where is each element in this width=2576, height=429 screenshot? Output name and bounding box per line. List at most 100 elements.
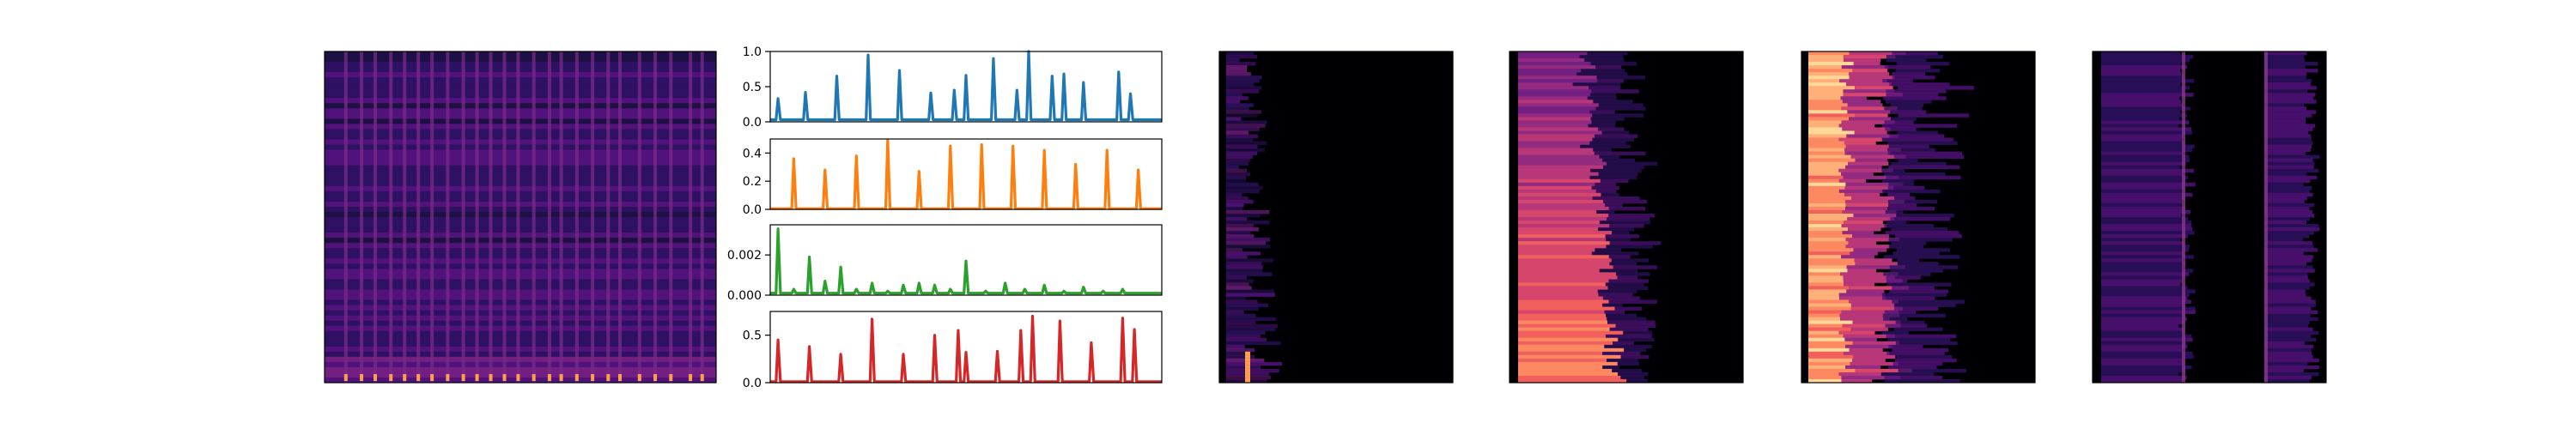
heatmap-cell xyxy=(1589,141,1626,145)
heatmap-cell xyxy=(1887,141,1958,145)
onset-stripe xyxy=(430,51,434,383)
heatmap-cell xyxy=(1896,354,1953,360)
spectrogram-row xyxy=(325,227,716,233)
onset-highlight xyxy=(653,374,658,381)
heatmap-cell xyxy=(1845,206,1888,211)
heatmap-cell xyxy=(1897,258,1920,263)
spectrogram-row xyxy=(325,98,716,104)
heatmap-cell xyxy=(1226,351,1245,356)
heatmap-cell xyxy=(1840,96,1867,100)
heatmap-cell xyxy=(1892,76,1935,80)
heatmap-cell xyxy=(2101,79,2195,83)
heatmap-cell xyxy=(2101,202,2182,208)
heatmap-cell xyxy=(1518,192,1601,197)
heatmap-cell xyxy=(2264,165,2314,170)
heatmap-cell xyxy=(1808,299,1850,304)
heatmap-cell xyxy=(1593,100,1633,104)
heatmap-cell xyxy=(1518,341,1613,346)
heatmap-cell xyxy=(1844,337,1877,342)
heatmap-cell xyxy=(1888,344,1923,349)
onset-stripe xyxy=(360,51,364,383)
heatmap-cell xyxy=(2101,110,2181,114)
heatmap-cell xyxy=(1841,224,1887,228)
heatmap-cell xyxy=(1591,120,1616,124)
heatmap-cell xyxy=(1881,168,1905,173)
heatmap-cell xyxy=(1599,269,1638,273)
heatmap-cell xyxy=(1849,72,1890,76)
heatmap-cell xyxy=(1518,206,1609,211)
heatmap-cell xyxy=(1226,368,1279,373)
heatmap-cell xyxy=(2264,344,2314,349)
heatmap-cell xyxy=(1808,76,1850,80)
heatmap-cell xyxy=(1226,96,1249,100)
heatmap-cell xyxy=(2101,172,2183,177)
onset-highlight xyxy=(669,374,673,381)
heatmap-cell xyxy=(1226,55,1258,59)
heatmap-cell xyxy=(2101,82,2181,87)
heatmap-cell xyxy=(1597,127,1625,131)
heatmap-cell xyxy=(1838,293,1885,297)
heatmap-cell xyxy=(1589,86,1620,90)
line-plot-4: 0.0 0.5 xyxy=(743,311,1163,390)
y-tick-label: 0.0 xyxy=(743,203,762,217)
spectrogram-row xyxy=(325,149,716,156)
heatmap-cell xyxy=(1226,100,1241,104)
heatmap-cell xyxy=(2264,347,2312,353)
heatmap-cell xyxy=(1885,127,1917,131)
heatmap-cell xyxy=(1841,106,1898,111)
heatmap-cell xyxy=(1845,144,1889,148)
heatmap-cell xyxy=(2101,310,2196,314)
heatmap-cell xyxy=(2264,158,2313,163)
heatmap-cell xyxy=(2101,248,2190,252)
heatmap-cell xyxy=(1518,202,1606,208)
heatmap-cell xyxy=(1226,175,1246,180)
heatmap-cell xyxy=(1226,310,1244,314)
spectrogram-row xyxy=(325,113,716,119)
heatmap-cell xyxy=(2101,100,2182,104)
heatmap-cell xyxy=(1808,141,1845,145)
heatmap-cell xyxy=(1808,289,1847,293)
heatmap-cell xyxy=(1893,361,1943,366)
heatmap-cell xyxy=(2101,334,2192,339)
line-plots: 0.0 0.5 1.0 0.0 0.2 0.4 0.000 0.002 0.0 0.5 xyxy=(727,45,1163,390)
heatmap-cell xyxy=(1808,282,1844,287)
heatmap-cell xyxy=(1226,365,1261,370)
heatmap-cell xyxy=(2101,372,2179,377)
heatmap-cell xyxy=(1608,206,1646,211)
heatmap-cell xyxy=(1226,93,1242,97)
heatmap-cell xyxy=(2101,293,2190,297)
heatmap-cell xyxy=(1580,144,1631,148)
heatmap-cell xyxy=(1850,306,1903,311)
heatmap-cell xyxy=(1518,96,1588,100)
heatmap-cell xyxy=(1599,221,1650,225)
heatmap-cell xyxy=(2101,317,2187,322)
heatmap-cell xyxy=(1884,172,1946,177)
heatmap-cell xyxy=(2264,310,2318,314)
heatmap-cell xyxy=(1808,313,1840,318)
heatmap-cell xyxy=(1884,375,1943,380)
heatmap-cell xyxy=(2101,209,2190,214)
heatmap-cell xyxy=(1518,289,1598,293)
heatmap-cell xyxy=(1898,113,1970,118)
heatmap-cell xyxy=(2101,130,2193,135)
heatmap-cell xyxy=(1808,238,1846,242)
plot-frame xyxy=(769,51,1163,123)
onset-highlight xyxy=(389,374,393,381)
heatmap-cell xyxy=(1611,258,1649,263)
heatmap-cell xyxy=(1605,282,1644,287)
heatmap-cell xyxy=(2101,117,2180,121)
heatmap-cell xyxy=(1895,358,1957,363)
heatmap-cell xyxy=(1891,161,1947,166)
heatmap-cell xyxy=(2101,330,2185,335)
heatmap-cell xyxy=(1883,317,1908,322)
heatmap-cell xyxy=(1226,89,1260,94)
heatmap-cell xyxy=(2264,286,2310,290)
heatmap-cell xyxy=(1842,100,1881,104)
heatmap-cell xyxy=(1895,320,1925,325)
heatmap-cell xyxy=(2264,269,2315,273)
heatmap-cell xyxy=(1608,279,1649,283)
heatmap-cell xyxy=(2101,286,2188,290)
spectrogram-row xyxy=(325,217,716,223)
heatmap-cell xyxy=(1226,178,1247,184)
spectrogram-rows xyxy=(325,51,716,384)
